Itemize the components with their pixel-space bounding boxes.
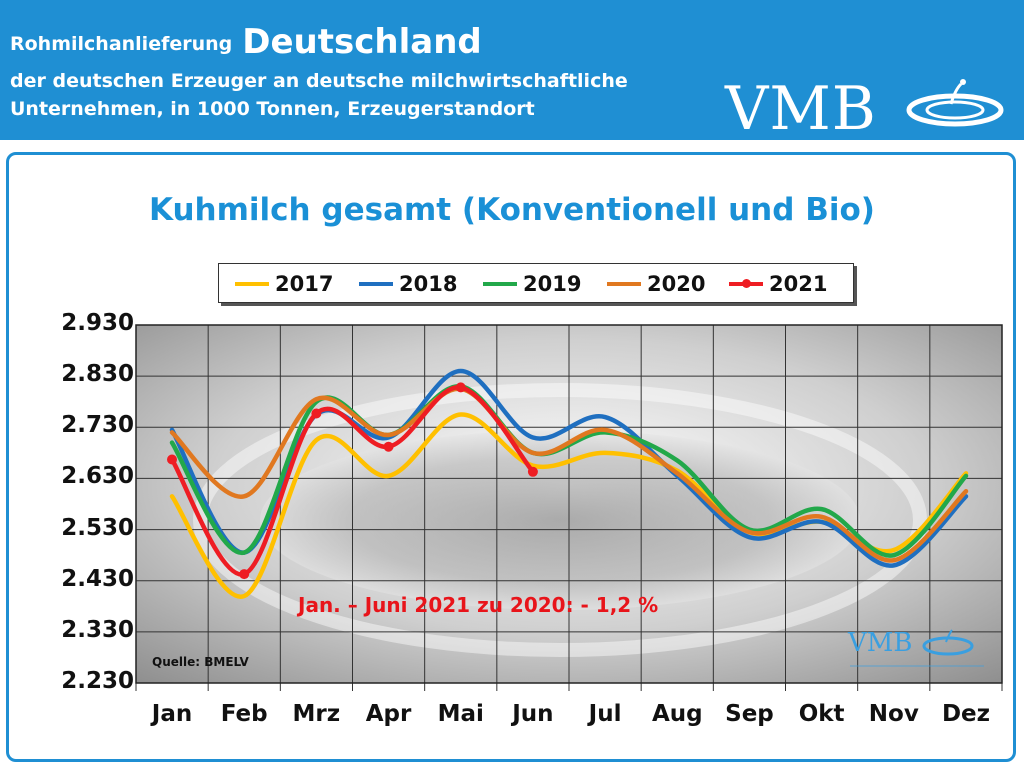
x-tick-label: Feb (220, 701, 268, 727)
source-label: Quelle: BMELV (152, 655, 249, 669)
data-point-2021 (455, 382, 466, 393)
chart-legend: 2017 2018 2019 2020 2021 (218, 263, 854, 303)
logo-text: VMB (725, 74, 877, 144)
x-tick-label: Mrz (292, 701, 341, 727)
legend-label: 2018 (399, 272, 458, 296)
header-banner (0, 0, 1024, 140)
y-tick-label: 2.730 (61, 412, 134, 439)
chart-title: Kuhmilch gesamt (Konventionell und Bio) (149, 192, 875, 228)
x-tick-label: Aug (651, 701, 703, 727)
data-point-2021 (239, 569, 250, 580)
header-subtitle: Rohmilchanlieferung (10, 33, 233, 55)
legend-item-2019: 2019 (483, 264, 581, 304)
y-tick-label: 2.930 (61, 310, 134, 336)
y-tick-label: 2.430 (61, 565, 134, 592)
legend-item-2020: 2020 (607, 264, 705, 304)
legend-swatch (483, 282, 517, 286)
legend-swatch (607, 282, 641, 286)
legend-label: 2017 (275, 272, 334, 296)
x-tick-label: Nov (868, 701, 919, 727)
legend-item-2017: 2017 (235, 264, 333, 304)
chart-annotation: Jan. – Juni 2021 zu 2020: - 1,2 % (298, 593, 659, 617)
x-tick-label: Dez (941, 701, 991, 727)
legend-label: 2019 (523, 272, 582, 296)
y-tick-label: 2.530 (61, 514, 134, 541)
milk-drop-logo-icon (906, 79, 1004, 127)
legend-label: 2020 (647, 272, 706, 296)
data-point-2021 (383, 441, 394, 452)
legend-swatch (729, 279, 763, 288)
milk-splash-decoration (260, 430, 860, 610)
series-line-2020 (169, 386, 969, 563)
x-tick-label: Sep (725, 701, 774, 727)
vmb-watermark: VMB (848, 628, 988, 678)
y-tick-label: 2.630 (61, 463, 134, 490)
y-tick-label: 2.830 (61, 361, 134, 388)
legend-marker (742, 279, 751, 288)
series-line-2018 (169, 368, 969, 568)
legend-label: 2021 (769, 272, 828, 296)
x-tick-label: Mai (437, 701, 484, 727)
header-line-1: Rohmilchanlieferung Deutschland (10, 22, 482, 62)
legend-swatch (235, 282, 269, 286)
data-point-2021 (527, 466, 538, 477)
x-tick-label: Jan (151, 701, 193, 727)
plot-border (135, 324, 1003, 684)
vmb-logo: VMB (725, 74, 1015, 144)
watermark-text: VMB (848, 628, 913, 658)
x-tick-label: Jul (588, 701, 622, 727)
x-tick-label: Jun (512, 701, 554, 727)
legend-item-2018: 2018 (359, 264, 457, 304)
data-point-2021 (311, 408, 322, 419)
legend-swatch (359, 282, 393, 286)
legend-item-2021: 2021 (729, 264, 827, 304)
header-line-3: Unternehmen, in 1000 Tonnen, Erzeugersta… (10, 98, 535, 120)
data-point-2021 (167, 454, 177, 465)
watermark-logo-icon (850, 629, 984, 667)
header-country: Deutschland (242, 22, 482, 62)
y-tick-label: 2.230 (61, 668, 134, 694)
x-tick-label: Okt (798, 701, 845, 727)
x-tick-label: Apr (365, 701, 412, 727)
y-tick-label: 2.330 (61, 616, 134, 643)
header-line-2: der deutschen Erzeuger an deutsche milch… (10, 70, 628, 92)
